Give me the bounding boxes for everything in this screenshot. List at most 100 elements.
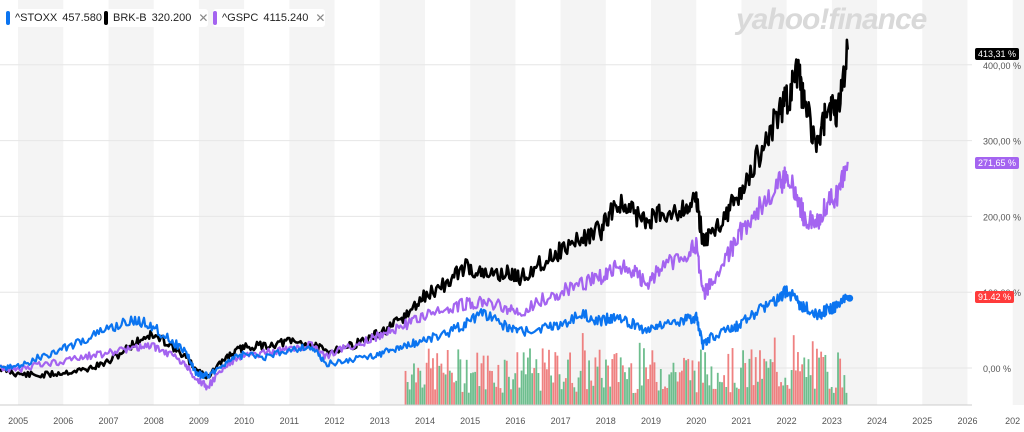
volume-bar <box>790 370 793 405</box>
volume-bar <box>406 382 409 405</box>
volume-bar <box>491 371 493 405</box>
volume-bar <box>731 348 734 405</box>
volume-bar <box>845 392 848 405</box>
volume-bar <box>647 379 650 405</box>
volume-bar <box>438 365 441 405</box>
volume-bar <box>478 386 481 405</box>
volume-bar <box>718 381 721 405</box>
volume-bar <box>775 371 778 405</box>
volume-bar <box>742 350 744 405</box>
volume-bar <box>417 367 420 405</box>
volume-bar <box>761 378 763 405</box>
volume-bar <box>495 386 498 405</box>
volume-bar <box>611 359 614 405</box>
volume-bar <box>799 371 801 405</box>
volume-bar <box>830 386 833 405</box>
volume-bar <box>429 368 432 405</box>
volume-bar <box>697 361 700 405</box>
volume-bar <box>545 369 548 405</box>
volume-bar <box>425 362 428 405</box>
volume-bar <box>792 335 795 405</box>
volume-bar <box>681 370 683 405</box>
volume-bar <box>571 382 574 405</box>
volume-bar <box>518 387 521 405</box>
volume-bar <box>839 358 842 405</box>
volume-bar <box>434 389 436 405</box>
y-tick-label: 400,00 % <box>983 61 1021 71</box>
legend-chip-gspc[interactable]: ^GSPC 4115.240 ✕ <box>213 9 326 27</box>
volume-bar <box>493 382 496 405</box>
volume-bar <box>415 382 417 405</box>
series-lines <box>0 38 854 391</box>
x-tick-label: 2016 <box>505 416 525 426</box>
volume-bar <box>533 368 536 405</box>
legend-value: 457.580 <box>62 12 103 24</box>
year-band <box>1012 0 1024 405</box>
volume-bar <box>514 373 517 405</box>
x-tick-label: 2012 <box>325 416 345 426</box>
volume-bar <box>748 358 751 405</box>
volume-bar <box>630 363 633 405</box>
end-tag-brk-b: 413,31 % <box>975 48 1020 60</box>
volume-bar <box>662 388 664 405</box>
end-tag-stoxx: 91.42 % <box>975 291 1015 303</box>
volume-bar <box>632 392 635 405</box>
volume-bar <box>784 377 787 405</box>
volume-bar <box>645 367 647 405</box>
volume-bar <box>482 355 485 405</box>
volume-bar <box>537 373 540 405</box>
volume-bar <box>531 373 534 405</box>
series-end-marker <box>846 294 854 302</box>
volume-bar <box>615 353 618 405</box>
volume-bar <box>520 370 523 405</box>
series-color-swatch <box>104 11 108 25</box>
volume-bar <box>448 370 451 405</box>
volume-bar <box>586 389 588 405</box>
volume-bar <box>735 387 738 405</box>
volume-bar <box>459 359 462 405</box>
x-tick-label: 2010 <box>234 416 254 426</box>
volume-bar <box>522 352 525 405</box>
volume-bar <box>463 383 466 405</box>
volume-bar <box>413 363 415 405</box>
volume-bar <box>723 375 726 405</box>
volume-bar <box>613 354 616 405</box>
volume-bar <box>670 372 673 405</box>
volume-bar <box>666 387 669 405</box>
volume-bar <box>714 388 717 405</box>
volume-bar <box>826 371 829 405</box>
volume-bar <box>451 372 453 405</box>
volume-bar <box>596 366 599 405</box>
volume-bar <box>554 352 557 405</box>
close-icon[interactable]: ✕ <box>198 11 209 25</box>
close-icon[interactable]: ✕ <box>315 11 326 25</box>
legend-symbol: BRK-B <box>113 12 147 24</box>
volume-bar <box>465 359 468 405</box>
volume-bar <box>497 364 500 405</box>
volume-bar <box>484 389 487 405</box>
volume-bar <box>617 382 620 405</box>
legend-chip-stoxx[interactable]: ^STOXX 457.580 <box>6 9 103 27</box>
volume-bar <box>655 381 658 405</box>
volume-bar <box>803 357 806 405</box>
x-tick-label: 2007 <box>98 416 118 426</box>
volume-bar <box>813 388 816 405</box>
volume-bar <box>797 352 799 405</box>
y-tick-label: 300,00 % <box>983 137 1021 147</box>
volume-bar <box>794 370 797 405</box>
x-axis: 2005 2006 2007 2008 2009 2010 2011 2012 2013 2014… <box>0 404 1020 426</box>
volume-bar <box>712 388 715 405</box>
volume-bar <box>556 355 559 405</box>
volume-bar <box>702 382 704 405</box>
legend-chip-brk-b[interactable]: BRK-B 320.200 ✕ <box>104 9 209 27</box>
volume-bar <box>427 348 430 405</box>
series-line-stoxx <box>0 285 849 380</box>
volume-bar <box>467 392 470 405</box>
volume-bar <box>410 374 413 405</box>
volume-bar <box>474 371 477 405</box>
volume-bar <box>704 352 707 405</box>
volume-bar <box>552 382 555 405</box>
volume-bar <box>605 359 607 405</box>
volume-bar <box>628 367 631 405</box>
volume-bar <box>657 390 660 405</box>
